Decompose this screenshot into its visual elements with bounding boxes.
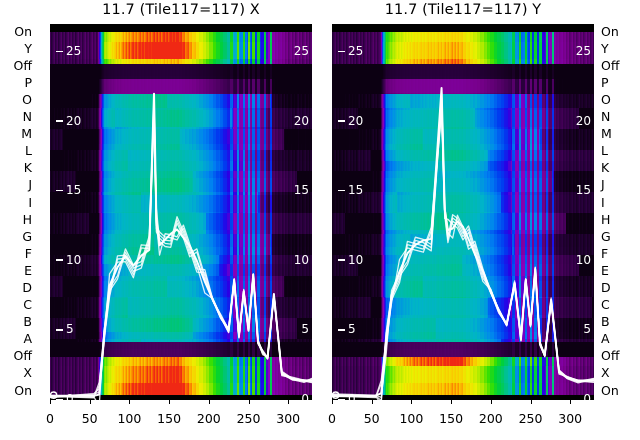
dipole-tick-left-on-21: On — [14, 382, 32, 398]
x-tick-mark-x-50 — [89, 400, 91, 404]
dipole-tick-right-o-4: O — [601, 91, 611, 107]
dipole-tick-left-k-8: K — [23, 160, 32, 176]
x-tick-mark-y-50 — [371, 400, 373, 404]
x-tick-label-x-100: 100 — [117, 411, 142, 426]
dipole-tick-right-on-21: On — [601, 382, 619, 398]
x-tick-label-x-150: 150 — [157, 411, 182, 426]
x-tick-label-y-250: 250 — [518, 411, 543, 426]
dipole-tick-right-n-5: N — [601, 109, 611, 124]
x-axis-left: 0 50 100 150 200 250 300 — [46, 400, 312, 434]
dipole-tick-left-b-17: B — [23, 314, 32, 330]
dipole-tick-right-h-11: H — [601, 211, 611, 227]
dipole-tick-right-a-18: A — [601, 331, 610, 347]
dipole-tick-right-l-7: L — [601, 143, 608, 159]
dipole-tick-right-d-15: D — [601, 279, 611, 295]
x-tick-label-y-100: 100 — [399, 411, 424, 426]
dipole-tick-left-l-7: L — [25, 143, 32, 159]
dipole-tick-left-m-6: M — [21, 126, 32, 142]
dipole-tick-right-y-1: Y — [601, 40, 609, 56]
dipole-tick-right-c-16: C — [601, 297, 610, 312]
dipole-tick-right-f-13: F — [601, 245, 609, 261]
x-tick-mark-x-300 — [288, 400, 290, 404]
x-tick-label-x-200: 200 — [196, 411, 221, 426]
x-tick-label-y-0: 0 — [328, 411, 336, 426]
panel-title-y: 11.7 (Tile117=117) Y — [384, 2, 542, 18]
dipole-tick-right-off-19: Off — [601, 348, 620, 364]
dipole-tick-left-o-4: O — [22, 91, 32, 107]
x-tick-label-y-50: 50 — [363, 411, 380, 426]
dipole-tick-left-p-3: P — [24, 74, 32, 90]
dipole-tick-right-b-17: B — [601, 314, 610, 330]
dipole-tick-left-n-5: N — [22, 109, 32, 124]
heatmap-panel-y[interactable]: 25 25 20 20 15 15 10 10 5 5 0 0 — [332, 24, 594, 400]
x-tick-label-x-250: 250 — [236, 411, 261, 426]
dipole-tick-left-j-9: J — [28, 177, 32, 193]
heatmap-canvas-y — [332, 24, 594, 400]
dipole-tick-left-off-2: Off — [13, 57, 32, 73]
x-tick-mark-x-150 — [169, 400, 171, 404]
dipole-tick-right-g-12: G — [601, 228, 611, 244]
dipole-tick-right-e-14: E — [601, 262, 609, 278]
dipole-tick-right-i-10: I — [601, 194, 605, 210]
x-tick-mark-x-250 — [248, 400, 250, 404]
dipole-tick-right-p-3: P — [601, 74, 609, 90]
x-tick-label-y-300: 300 — [558, 411, 583, 426]
x-tick-mark-y-100 — [411, 400, 413, 404]
x-tick-mark-y-250 — [530, 400, 532, 404]
x-tick-label-y-200: 200 — [478, 411, 503, 426]
dipole-tick-right-x-20: X — [601, 365, 610, 381]
heatmap-canvas-x — [50, 24, 312, 400]
dipole-axis-right: On Y Off P O N M L K J I H G F E D C B A Off X On — [598, 24, 632, 400]
dipole-tick-left-i-10: I — [28, 194, 32, 210]
x-tick-mark-x-100 — [129, 400, 131, 404]
dipole-tick-left-x-20: X — [23, 365, 32, 381]
x-tick-label-x-0: 0 — [46, 411, 54, 426]
x-tick-mark-y-200 — [490, 400, 492, 404]
dipole-tick-left-h-11: H — [22, 211, 32, 227]
x-tick-mark-y-300 — [570, 400, 572, 404]
dipole-tick-left-off-19: Off — [13, 348, 32, 364]
dipole-tick-left-d-15: D — [22, 279, 32, 295]
panel-title-x: 11.7 (Tile117=117) X — [102, 2, 260, 18]
x-tick-mark-y-0 — [332, 400, 333, 404]
x-tick-mark-x-200 — [208, 400, 210, 404]
dipole-tick-right-m-6: M — [601, 126, 612, 142]
x-tick-mark-y-150 — [451, 400, 453, 404]
dipole-tick-right-k-8: K — [601, 160, 610, 176]
heatmap-panel-x[interactable]: 25 25 20 20 15 15 10 10 5 5 0 0 — [50, 24, 312, 400]
dipole-tick-right-off-2: Off — [601, 57, 620, 73]
x-tick-label-x-50: 50 — [81, 411, 98, 426]
x-tick-label-y-150: 150 — [439, 411, 464, 426]
dipole-tick-left-g-12: G — [22, 228, 32, 244]
x-tick-mark-x-0 — [50, 400, 51, 404]
x-axis-right: 0 50 100 150 200 250 300 — [328, 400, 594, 434]
dipole-tick-right-j-9: J — [601, 177, 605, 193]
x-tick-label-x-300: 300 — [276, 411, 301, 426]
dipole-tick-left-y-1: Y — [24, 40, 32, 56]
dipole-tick-left-on-0: On — [14, 23, 32, 39]
dipole-tick-left-e-14: E — [24, 262, 32, 278]
dipole-tick-left-f-13: F — [24, 245, 32, 261]
dipole-tick-left-c-16: C — [23, 297, 32, 312]
dipole-tick-right-on-0: On — [601, 23, 619, 39]
dipole-tick-left-a-18: A — [23, 331, 32, 347]
